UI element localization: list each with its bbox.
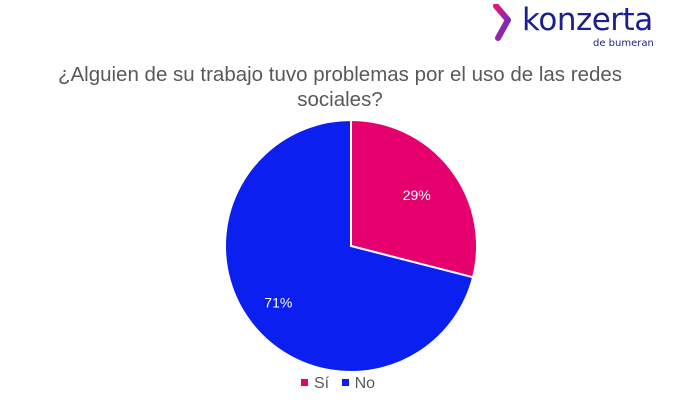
logo-wordmark: konzerta [522,2,653,38]
pie-label-no: 71% [264,294,292,310]
legend-label-no: No [354,375,376,392]
konzerta-logo: konzerta de bumeran [492,2,672,52]
pie-slice-si [350,118,478,279]
legend-item-si: Sí [300,375,330,393]
pie-label-si: 29% [403,187,431,203]
pie-slice-no [224,118,475,373]
konzerta-k-icon [493,4,511,41]
logo-tagline: de bumeran [593,38,654,49]
chart-legend: Sí No [0,375,676,393]
legend-swatch-no [341,379,349,386]
legend-item-no: No [341,375,376,393]
chart-title: ¿Alguien de su trabajo tuvo problemas po… [57,63,623,111]
legend-swatch-si [300,379,308,386]
legend-label-si: Sí [313,375,330,392]
